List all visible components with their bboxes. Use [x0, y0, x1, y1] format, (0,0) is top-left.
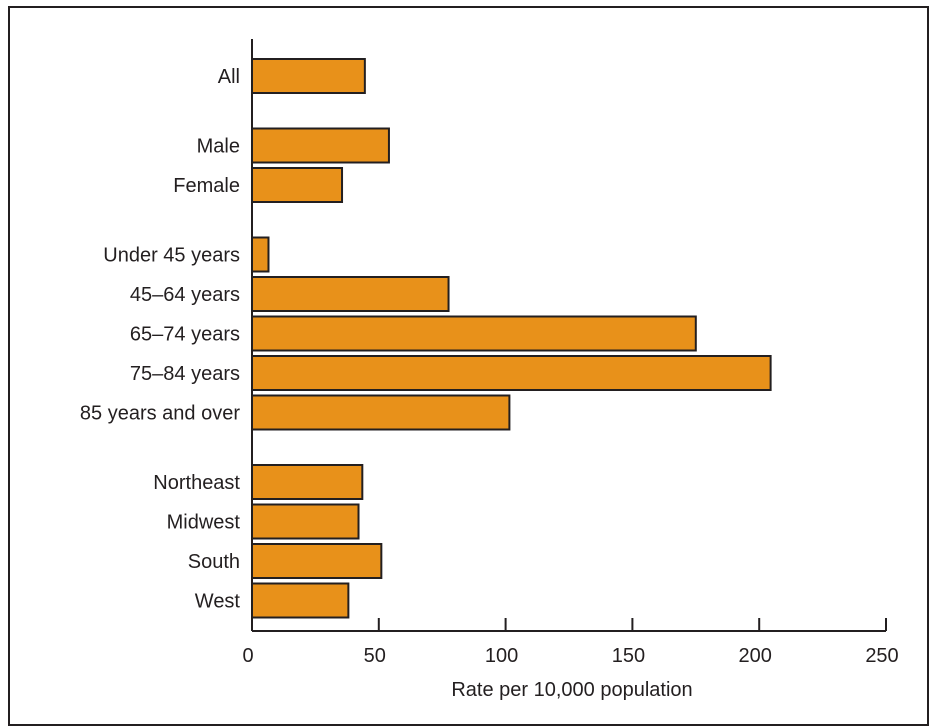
category-label: Under 45 years [103, 245, 240, 267]
bar [251, 167, 344, 203]
bar [251, 464, 364, 500]
x-tick-label: 250 [865, 645, 898, 667]
bar [251, 236, 270, 273]
bars-group [251, 58, 772, 619]
x-axis-title: Rate per 10,000 population [451, 679, 692, 701]
category-label: 65–74 years [130, 324, 240, 346]
category-label: West [195, 591, 241, 613]
x-tick-label: 100 [485, 645, 518, 667]
x-tick-label: 50 [364, 645, 386, 667]
bar [251, 315, 697, 352]
bar [251, 58, 366, 94]
bar [251, 582, 350, 619]
bar [251, 543, 383, 579]
x-tick-label: 200 [739, 645, 772, 667]
x-tick-label: 150 [612, 645, 645, 667]
category-label: Male [197, 136, 240, 158]
category-label: South [188, 551, 240, 573]
x-ticks: 0 50 100 150 200 250 [242, 618, 899, 667]
category-labels: All Male Female Under 45 years 45–64 years 65… [80, 66, 241, 613]
bar [251, 127, 390, 164]
bar [251, 394, 511, 431]
category-label: 75–84 years [130, 363, 240, 385]
x-tick-label: 0 [242, 645, 253, 667]
category-label: Midwest [167, 512, 241, 534]
category-label: Northeast [153, 472, 240, 494]
category-label: Female [173, 175, 240, 197]
category-label: All [218, 66, 240, 88]
bar [251, 503, 360, 540]
category-label: 45–64 years [130, 284, 240, 306]
bar [251, 276, 450, 312]
category-label: 85 years and over [80, 403, 240, 425]
bar [251, 355, 772, 391]
